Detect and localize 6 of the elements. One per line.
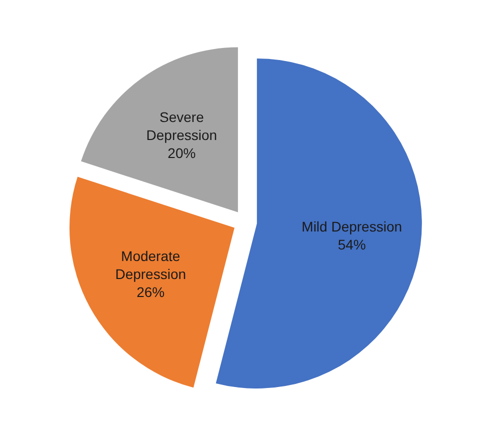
slice-label: Mild Depression (302, 218, 402, 234)
slice-label: Severe Depression (146, 108, 218, 143)
data-label: 26% (136, 284, 165, 300)
slice-label: Moderate Depression (115, 248, 186, 282)
data-label: 20% (168, 144, 196, 161)
data-label: 54% (338, 236, 366, 252)
